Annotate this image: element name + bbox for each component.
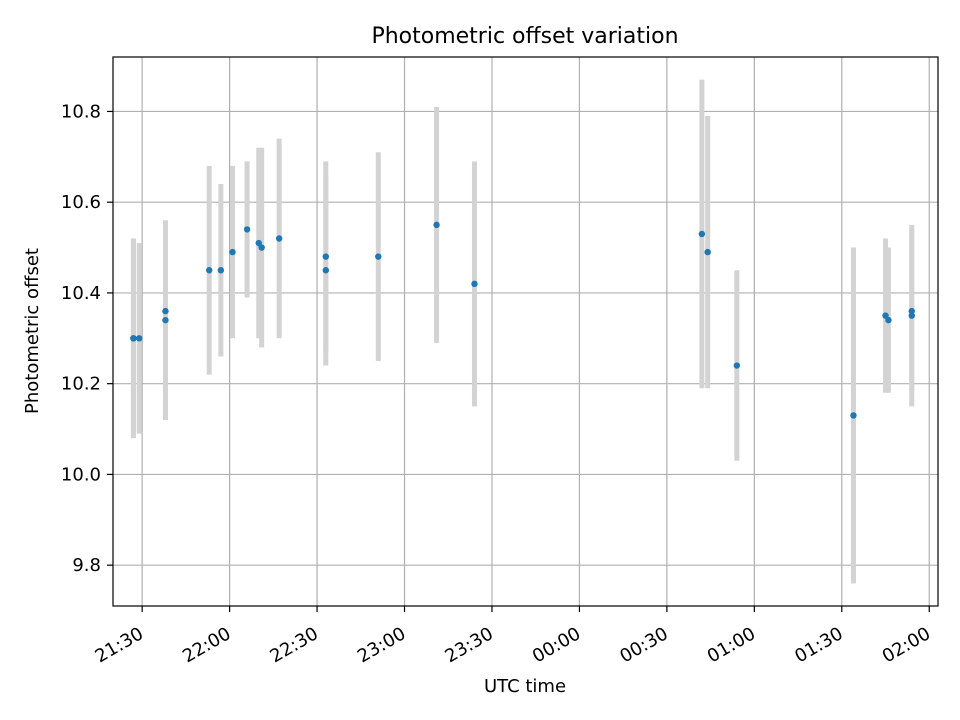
y-tick-label: 10.0 (61, 464, 101, 485)
data-point (258, 244, 265, 251)
data-point (217, 267, 225, 274)
data-points (130, 221, 915, 419)
chart-title: Photometric offset variation (371, 24, 678, 49)
data-point (882, 312, 889, 319)
data-point (255, 239, 262, 247)
y-axis-label: Photometric offset (22, 248, 43, 414)
data-point (243, 226, 251, 233)
error-bars (130, 79, 915, 584)
x-tick-label: 23:30 (441, 623, 496, 667)
grid (113, 57, 938, 606)
data-point (704, 248, 711, 256)
data-point (375, 253, 382, 260)
data-point (206, 267, 213, 274)
data-point (850, 412, 857, 419)
data-point (908, 312, 915, 319)
x-tick-label: 22:00 (179, 623, 234, 667)
data-point (908, 307, 915, 315)
data-point (433, 221, 440, 229)
data-point (162, 316, 169, 324)
data-point (885, 316, 892, 324)
data-point (229, 248, 236, 256)
y-tick-label: 9.8 (72, 555, 101, 576)
data-point (275, 235, 283, 242)
data-point (733, 362, 741, 369)
data-point (322, 253, 330, 260)
x-tick-label: 01:00 (704, 623, 759, 667)
x-tick-label: 00:30 (616, 623, 671, 667)
data-point (322, 267, 330, 274)
x-tick-label: 22:30 (267, 623, 322, 667)
data-point (698, 230, 706, 238)
data-point (471, 280, 478, 288)
x-tick-label: 02:00 (879, 623, 934, 667)
y-tick-label: 10.2 (61, 374, 101, 395)
y-tick-label: 10.6 (61, 192, 101, 213)
y-axis: 9.8 10.0 10.2 10.4 10.6 10.8 (61, 101, 113, 576)
x-tick-label: 00:00 (529, 623, 584, 667)
x-axis-label: UTC time (484, 676, 566, 697)
x-axis: 21:30 22:00 22:30 23:00 23:30 00:00 00:30 01:00… (92, 606, 934, 667)
data-point (136, 335, 143, 342)
data-point (162, 307, 169, 315)
data-point (130, 335, 137, 342)
x-tick-label: 23:00 (354, 623, 409, 667)
x-tick-label: 21:30 (92, 623, 147, 667)
x-tick-label: 01:30 (791, 623, 846, 667)
plot-frame (112, 56, 939, 607)
y-tick-label: 10.4 (61, 283, 101, 304)
y-tick-label: 10.8 (61, 101, 101, 122)
